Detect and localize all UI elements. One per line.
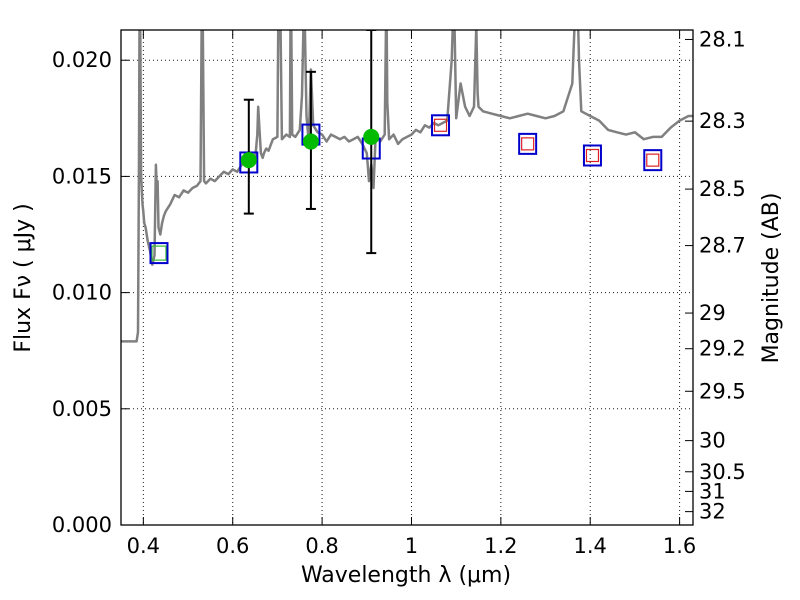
x-tick-label: 1.6 [663,534,696,558]
x-axis-label: Wavelength λ (μm) [301,563,511,588]
y-axis-label: Flux Fν ( μJy ) [11,203,36,352]
y2-tick-label: 29.5 [699,379,746,403]
y2-axis-label: Magnitude (AB) [759,193,784,364]
y2-tick-label: 28.5 [699,177,746,201]
y-tick-label: 0.000 [52,513,112,537]
y-tick-label: 0.020 [52,48,112,72]
y2-tick-label: 28.7 [699,234,746,258]
observed-point [302,133,319,150]
model-photometry-point [518,132,538,155]
observed-point [240,152,257,169]
observed-point [363,128,380,145]
plot-area [121,30,693,343]
grid [121,30,693,526]
y2-tick-label: 28.1 [699,27,746,51]
upper-limit-box [433,118,448,132]
y2-tick-label: 29.2 [699,337,746,361]
y2-tick-label: 30.5 [699,460,746,484]
upper-limit-box [521,137,535,151]
model-photometry-point [582,144,602,167]
model-photometry-point [643,149,663,172]
filter-inner-marker [151,245,167,261]
y-tick-label: 0.015 [52,164,112,188]
y-tick-label: 0.005 [52,397,112,421]
x-tick-label: 0.4 [127,534,160,558]
y2-tick-label: 30 [699,429,726,453]
y2-tick-label: 28.3 [699,109,746,133]
x-tick-label: 1 [405,534,418,558]
model-photometry-point [431,114,451,137]
y2-tick-label: 29 [699,301,726,325]
y-tick-label: 0.010 [52,281,112,305]
x-tick-label: 0.8 [305,534,338,558]
model-photometry-point [149,242,169,265]
data-series [121,30,693,343]
axes: 0.4 0.6 0.8 1 1.2 1.4 1.6 0.000 0.005 0.010 0.015 0… [52,27,746,558]
model-spectrum-line [121,30,693,343]
upper-limit-box [585,148,600,163]
y2-tick-label: 31 [699,479,726,503]
plot-frame [120,29,694,526]
x-tick-label: 0.6 [216,534,249,558]
y2-tick-label: 32 [699,500,726,524]
x-tick-label: 1.4 [574,534,607,558]
upper-limit-box [646,153,660,167]
x-tick-label: 1.2 [484,534,517,558]
